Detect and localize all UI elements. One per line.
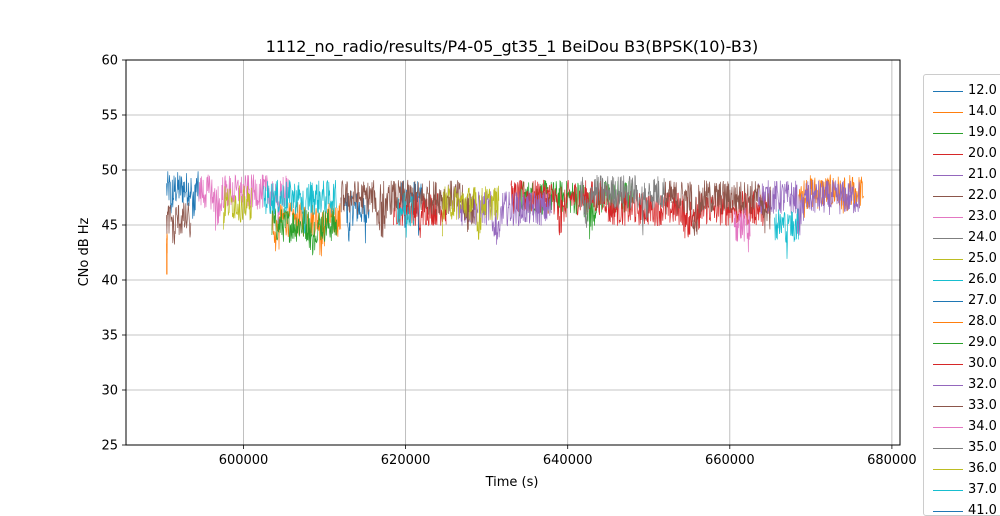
legend-item: 27.0 bbox=[924, 291, 1000, 312]
x-tick-label: 680000 bbox=[867, 453, 917, 468]
legend-item: 23.0 bbox=[924, 207, 1000, 228]
legend-swatch bbox=[933, 259, 963, 260]
legend-item: 29.0 bbox=[924, 333, 1000, 354]
y-tick-label: 35 bbox=[101, 329, 118, 344]
x-tick-label: 640000 bbox=[543, 453, 593, 468]
legend-label: 20.0 bbox=[968, 146, 997, 161]
legend-label: 36.0 bbox=[968, 461, 997, 476]
legend-item: 26.0 bbox=[924, 270, 1000, 291]
legend-label: 29.0 bbox=[968, 335, 997, 350]
legend-label: 22.0 bbox=[968, 188, 997, 203]
legend-label: 41.0 bbox=[968, 503, 997, 516]
legend-swatch bbox=[933, 364, 963, 365]
legend-swatch bbox=[933, 133, 963, 134]
series-line-12.0 bbox=[166, 171, 200, 219]
legend-swatch bbox=[933, 448, 963, 449]
x-tick-label: 620000 bbox=[381, 453, 431, 468]
legend-swatch bbox=[933, 490, 963, 491]
legend-item: 22.0 bbox=[924, 186, 1000, 207]
legend-item: 28.0 bbox=[924, 312, 1000, 333]
series-line-20.0 bbox=[393, 191, 447, 238]
legend-swatch bbox=[933, 217, 963, 218]
series-line-19.0 bbox=[271, 208, 338, 256]
legend-swatch bbox=[933, 469, 963, 470]
x-axis-label: Time (s) bbox=[485, 475, 539, 490]
legend-swatch bbox=[933, 196, 963, 197]
x-tick-label: 660000 bbox=[705, 453, 755, 468]
y-axis-label: CNo dB Hz bbox=[77, 217, 92, 286]
legend-label: 28.0 bbox=[968, 314, 997, 329]
legend-item: 35.0 bbox=[924, 438, 1000, 459]
series-line-25.0 bbox=[222, 185, 252, 230]
legend-label: 26.0 bbox=[968, 272, 997, 287]
legend-label: 35.0 bbox=[968, 440, 997, 455]
legend-swatch bbox=[933, 511, 963, 512]
legend-swatch bbox=[933, 175, 963, 176]
legend-item: 12.0 bbox=[924, 81, 1000, 102]
series-line-25.0 bbox=[441, 185, 500, 240]
legend-item: 19.0 bbox=[924, 123, 1000, 144]
plot-area bbox=[166, 171, 864, 275]
legend-label: 21.0 bbox=[968, 167, 997, 182]
x-tick-label: 600000 bbox=[219, 453, 269, 468]
series-line-24.0 bbox=[579, 174, 666, 236]
y-tick-label: 30 bbox=[101, 384, 118, 399]
axis-ticks: 600000 620000 640000 660000 680000 25 30 35 40 45… bbox=[101, 54, 916, 469]
series-line-22.0 bbox=[664, 180, 771, 236]
series-line-23.0 bbox=[733, 207, 751, 253]
legend-label: 33.0 bbox=[968, 398, 997, 413]
legend-swatch bbox=[933, 406, 963, 407]
legend-item: 41.0 bbox=[924, 501, 1000, 516]
series-line-14.0 bbox=[166, 231, 168, 275]
legend-item: 33.0 bbox=[924, 396, 1000, 417]
y-tick-label: 60 bbox=[101, 54, 118, 69]
legend-label: 34.0 bbox=[968, 419, 997, 434]
legend-label: 32.0 bbox=[968, 377, 997, 392]
legend-swatch bbox=[933, 427, 963, 428]
axes-frame bbox=[125, 59, 901, 446]
legend-item: 36.0 bbox=[924, 459, 1000, 480]
series-line-21.0 bbox=[757, 179, 860, 236]
legend-label: 14.0 bbox=[968, 104, 997, 119]
legend-label: 24.0 bbox=[968, 230, 997, 245]
legend-label: 12.0 bbox=[968, 83, 997, 98]
legend-swatch bbox=[933, 322, 963, 323]
legend-item: 37.0 bbox=[924, 480, 1000, 501]
y-tick-label: 40 bbox=[101, 274, 118, 289]
legend-item: 24.0 bbox=[924, 228, 1000, 249]
legend-swatch bbox=[933, 238, 963, 239]
legend-label: 19.0 bbox=[968, 125, 997, 140]
y-tick-label: 25 bbox=[101, 439, 118, 454]
legend-swatch bbox=[933, 301, 963, 302]
series-line-26.0 bbox=[397, 192, 415, 238]
y-tick-label: 50 bbox=[101, 164, 118, 179]
legend-label: 23.0 bbox=[968, 209, 997, 224]
legend-swatch bbox=[933, 154, 963, 155]
legend-item: 30.0 bbox=[924, 354, 1000, 375]
y-tick-label: 55 bbox=[101, 109, 118, 124]
legend-swatch bbox=[933, 112, 963, 113]
series-line-22.0 bbox=[166, 202, 192, 245]
legend: 12.0 14.0 19.0 20.0 21.0 22.0 23.0 24.0 25.0 26.0… bbox=[923, 74, 1000, 516]
legend-item: 20.0 bbox=[924, 144, 1000, 165]
series-line-12.0 bbox=[344, 190, 370, 244]
chart-canvas: 600000 620000 640000 660000 680000 25 30 35 40 45… bbox=[77, 37, 917, 490]
legend-swatch bbox=[933, 280, 963, 281]
legend-label: 27.0 bbox=[968, 293, 997, 308]
legend-item: 25.0 bbox=[924, 249, 1000, 270]
legend-swatch bbox=[933, 385, 963, 386]
legend-item: 21.0 bbox=[924, 165, 1000, 186]
series-line-26.0 bbox=[774, 208, 800, 259]
series-line-26.0 bbox=[263, 179, 338, 235]
chart-title: 1112_no_radio/results/P4-05_gt35_1 BeiDo… bbox=[266, 37, 759, 57]
legend-label: 25.0 bbox=[968, 251, 997, 266]
legend-label: 30.0 bbox=[968, 356, 997, 371]
legend-label: 37.0 bbox=[968, 482, 997, 497]
legend-swatch bbox=[933, 91, 963, 92]
legend-swatch bbox=[933, 343, 963, 344]
legend-item: 34.0 bbox=[924, 417, 1000, 438]
legend-item: 32.0 bbox=[924, 375, 1000, 396]
y-tick-label: 45 bbox=[101, 219, 118, 234]
legend-item: 14.0 bbox=[924, 102, 1000, 123]
